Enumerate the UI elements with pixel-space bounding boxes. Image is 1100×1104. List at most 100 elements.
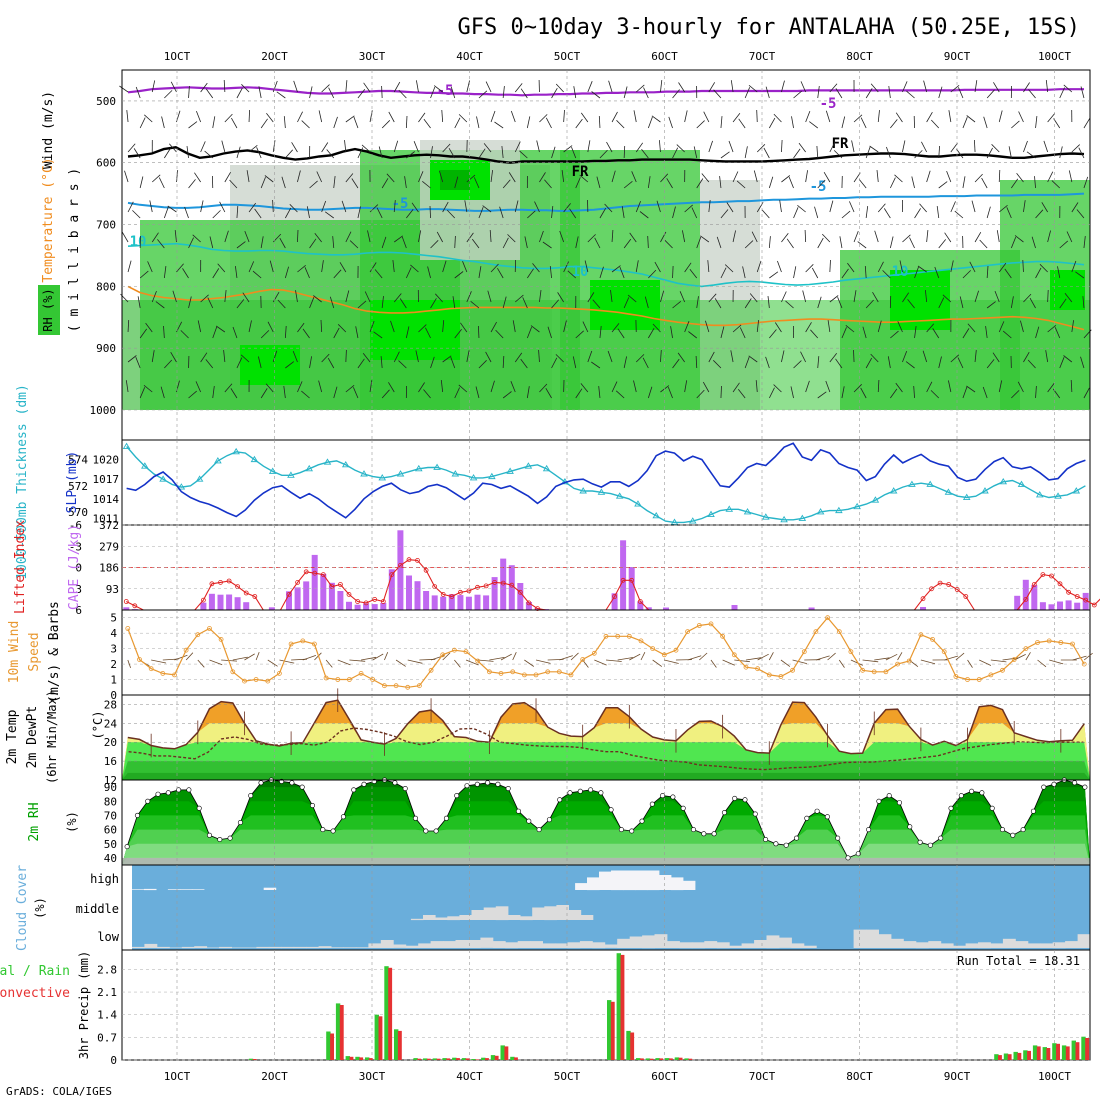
precip-total-bar [375, 1015, 379, 1060]
precip-convective-bar [504, 1046, 508, 1060]
cloud-cell [306, 947, 319, 948]
surface-wind-barb [396, 660, 406, 666]
rh2m-point [197, 806, 201, 810]
cloud-cell [406, 946, 419, 948]
wind-label-2: Speed [27, 632, 42, 671]
rh2m-point [969, 789, 973, 793]
rh2m-point [537, 827, 541, 831]
rh2m-point [568, 791, 572, 795]
top-date-label: 3OCT [359, 50, 386, 63]
contour-label: 10 [130, 234, 147, 250]
surface-wind-barb [699, 653, 707, 660]
cloud-cell [580, 941, 593, 948]
cloud-cell [635, 871, 648, 891]
cloud-cell [443, 941, 456, 948]
cloud-cell [1003, 939, 1016, 948]
wind-barb [430, 206, 431, 218]
cloud-cell [779, 938, 792, 948]
surface-wind-barb [198, 660, 204, 667]
cloud-cell [683, 881, 696, 890]
rh2m-point [1083, 785, 1087, 789]
precip-convective-bar [1046, 1048, 1050, 1060]
cloud-cell [505, 942, 518, 948]
rh2m-point [393, 781, 397, 785]
cloud-cell [679, 942, 692, 948]
pressure-tick: 700 [96, 219, 116, 232]
precip-total-bar [1062, 1045, 1066, 1060]
cape-bar [1066, 600, 1072, 610]
rh2m-point [846, 856, 850, 860]
cloud-cell [659, 875, 672, 890]
rh2m-point [733, 796, 737, 800]
precip-convective-bar [1017, 1053, 1021, 1060]
precip-total-bar [1081, 1037, 1085, 1060]
precip-convective-bar [253, 1059, 257, 1060]
cape-bar [235, 597, 241, 610]
rh2m-point [866, 827, 870, 831]
surface-wind-barb [1049, 660, 1063, 664]
cloud-cell [168, 889, 181, 890]
cape-bar [397, 530, 403, 610]
temp-tick: 28 [104, 698, 117, 711]
rh2m-point [146, 799, 150, 803]
rh2m-point [908, 825, 912, 829]
cape-bar [732, 605, 738, 610]
surface-wind-barb [793, 660, 807, 664]
rh2m-point [660, 793, 664, 797]
cloud-cell [605, 945, 618, 948]
cloud-cell [966, 943, 979, 948]
cloud-cell [381, 940, 394, 948]
cloud-cell [157, 947, 170, 948]
cloud-cell [891, 939, 904, 948]
rh2m-point [207, 833, 211, 837]
surface-wind-barb [653, 660, 662, 667]
cloud-cell [532, 908, 545, 921]
rh2m-point [815, 809, 819, 813]
cloud-cell [1015, 941, 1028, 948]
surface-wind-barb [349, 660, 365, 661]
precip-total-bar [346, 1056, 350, 1060]
precip-total-bar [665, 1058, 669, 1060]
wind-barb [854, 350, 855, 362]
top-date-label: 8OCT [846, 50, 873, 63]
bottom-date-label: 4OCT [456, 1070, 483, 1083]
wind-label-1: 10m Wind [7, 621, 22, 684]
precip-convective-bar [1008, 1054, 1012, 1060]
rh2m-label: 2m RH [27, 802, 42, 841]
cloud-cell [587, 877, 600, 890]
surface-wind-barb [326, 660, 332, 667]
rh2m-tick: 60 [104, 824, 117, 837]
cape-bar [1049, 604, 1055, 610]
cloud-cell [418, 943, 431, 948]
precip-convective-bar [611, 1002, 615, 1060]
cloud-level-label: low [97, 930, 119, 944]
surface-wind-barb [723, 660, 735, 665]
surface-wind-barb [629, 654, 640, 660]
rh2m-point [990, 806, 994, 810]
cloud-cell [180, 889, 193, 890]
surface-wind-barb [373, 654, 383, 660]
rh2m-point [1011, 833, 1015, 837]
rh2m-point [218, 837, 222, 841]
top-date-label: 9OCT [944, 50, 971, 63]
cloud-cell [520, 916, 533, 920]
precip-total-bar [394, 1029, 398, 1060]
rh2m-point [238, 820, 242, 824]
cloud-cell [192, 889, 205, 890]
rh2m-point [485, 781, 489, 785]
bottom-date-label: 9OCT [944, 1070, 971, 1083]
cloud-cell [667, 941, 680, 948]
precip-total-bar [617, 953, 621, 1060]
wind-tick: 5 [110, 612, 117, 625]
cloud-cell [804, 946, 817, 948]
precip-convective-bar [437, 1059, 441, 1060]
cloud-cell [219, 947, 232, 948]
cloud-cell [754, 940, 767, 948]
wind-barb [805, 230, 806, 242]
cloud-cell [493, 941, 506, 948]
wind-barb [249, 110, 250, 122]
precip-total-bar [442, 1058, 446, 1060]
precip-total-bar [510, 1057, 514, 1060]
cloud-cell [480, 938, 493, 948]
rh2m-point [259, 781, 263, 785]
